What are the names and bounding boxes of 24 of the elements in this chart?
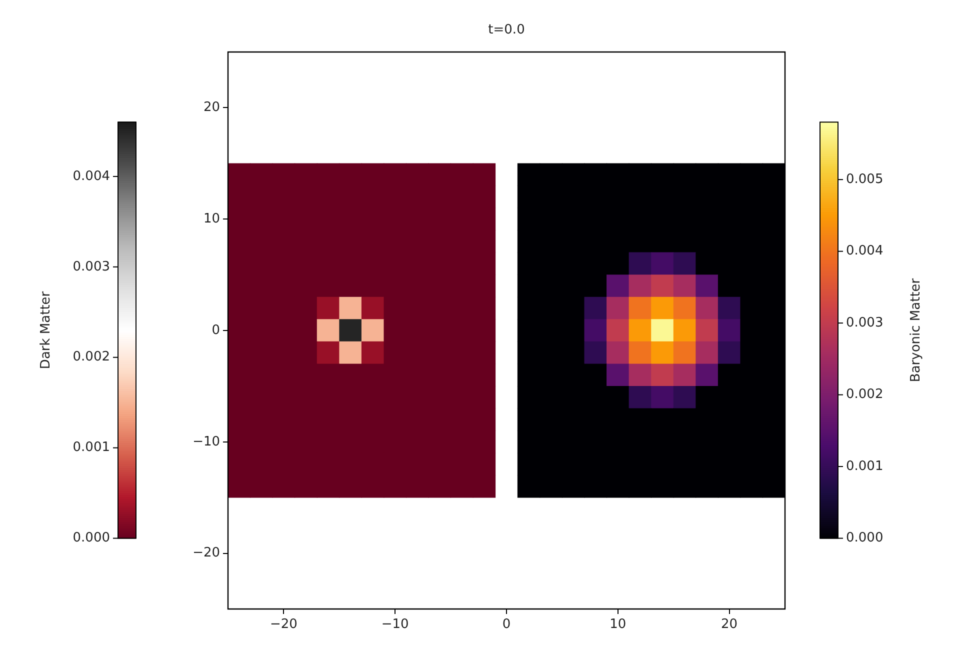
color-bar-title: Baryonic Matter (908, 278, 924, 382)
x-tick-label: −20 (270, 617, 298, 632)
y-tick-label: −20 (192, 546, 220, 561)
color-bar-label: 0.000 (72, 530, 110, 546)
color-bar-label: 0.004 (846, 244, 884, 259)
color-bar-label: 0.000 (846, 530, 884, 546)
x-tick-label: 10 (610, 617, 626, 632)
x-tick-label: −10 (381, 617, 409, 632)
color-bar-label: 0.002 (846, 387, 884, 402)
chart-title: t=0.0 (488, 22, 525, 38)
x-tick-label: 0 (502, 617, 511, 632)
x-tick-label: 20 (721, 617, 738, 632)
color-bar-label: 0.003 (72, 259, 110, 274)
color-bar-label: 0.004 (72, 168, 110, 184)
y-tick-label: 0 (212, 322, 220, 338)
color-bar-label: 0.003 (846, 315, 884, 330)
color-bar-label: 0.001 (846, 458, 884, 474)
y-tick-label: 10 (203, 211, 220, 226)
y-tick-label: 20 (203, 100, 220, 116)
color-bar-title: Dark Matter (38, 290, 54, 370)
y-tick-label: −10 (192, 434, 220, 450)
color-bar-label: 0.005 (846, 172, 884, 187)
color-bar-label: 0.001 (72, 440, 110, 456)
color-bar-label: 0.002 (72, 350, 110, 365)
